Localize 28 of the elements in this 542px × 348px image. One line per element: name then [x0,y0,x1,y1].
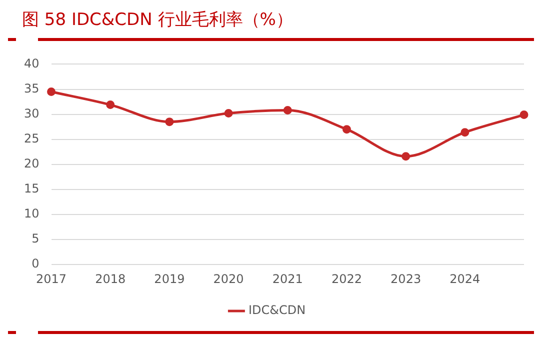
chart-title: 图 58 IDC&CDN 行业毛利率（%） [21,9,294,32]
point [460,128,470,137]
y-tick-label: 5 [32,232,40,246]
y-tick-label: 25 [24,131,40,146]
y-tick-label: 40 [24,56,40,70]
y-tick-label: 20 [24,156,40,171]
x-tick-label: 2019 [154,272,185,286]
legend-label: IDC&CDN [248,303,306,318]
x-tick-label: 2022 [331,272,362,286]
point [106,100,115,110]
y-tick-label: 35 [24,81,40,96]
y-tick-label: 15 [24,182,40,196]
point [520,110,528,120]
point [283,106,292,115]
x-tick-label: 2020 [213,272,244,286]
point [224,109,233,118]
y-tick-label: 0 [32,256,40,271]
x-tick-label: 2024 [450,272,480,286]
x-tick-label: 2021 [272,272,303,286]
x-tick-label: 2023 [390,272,422,286]
x-tick-label: 2017 [36,272,67,286]
point [402,152,410,161]
point [47,88,56,96]
point [165,118,174,126]
y-tick-label: 30 [24,106,40,120]
point [342,125,351,134]
x-tick-label: 2018 [95,272,126,286]
y-tick-label: 10 [24,206,40,221]
